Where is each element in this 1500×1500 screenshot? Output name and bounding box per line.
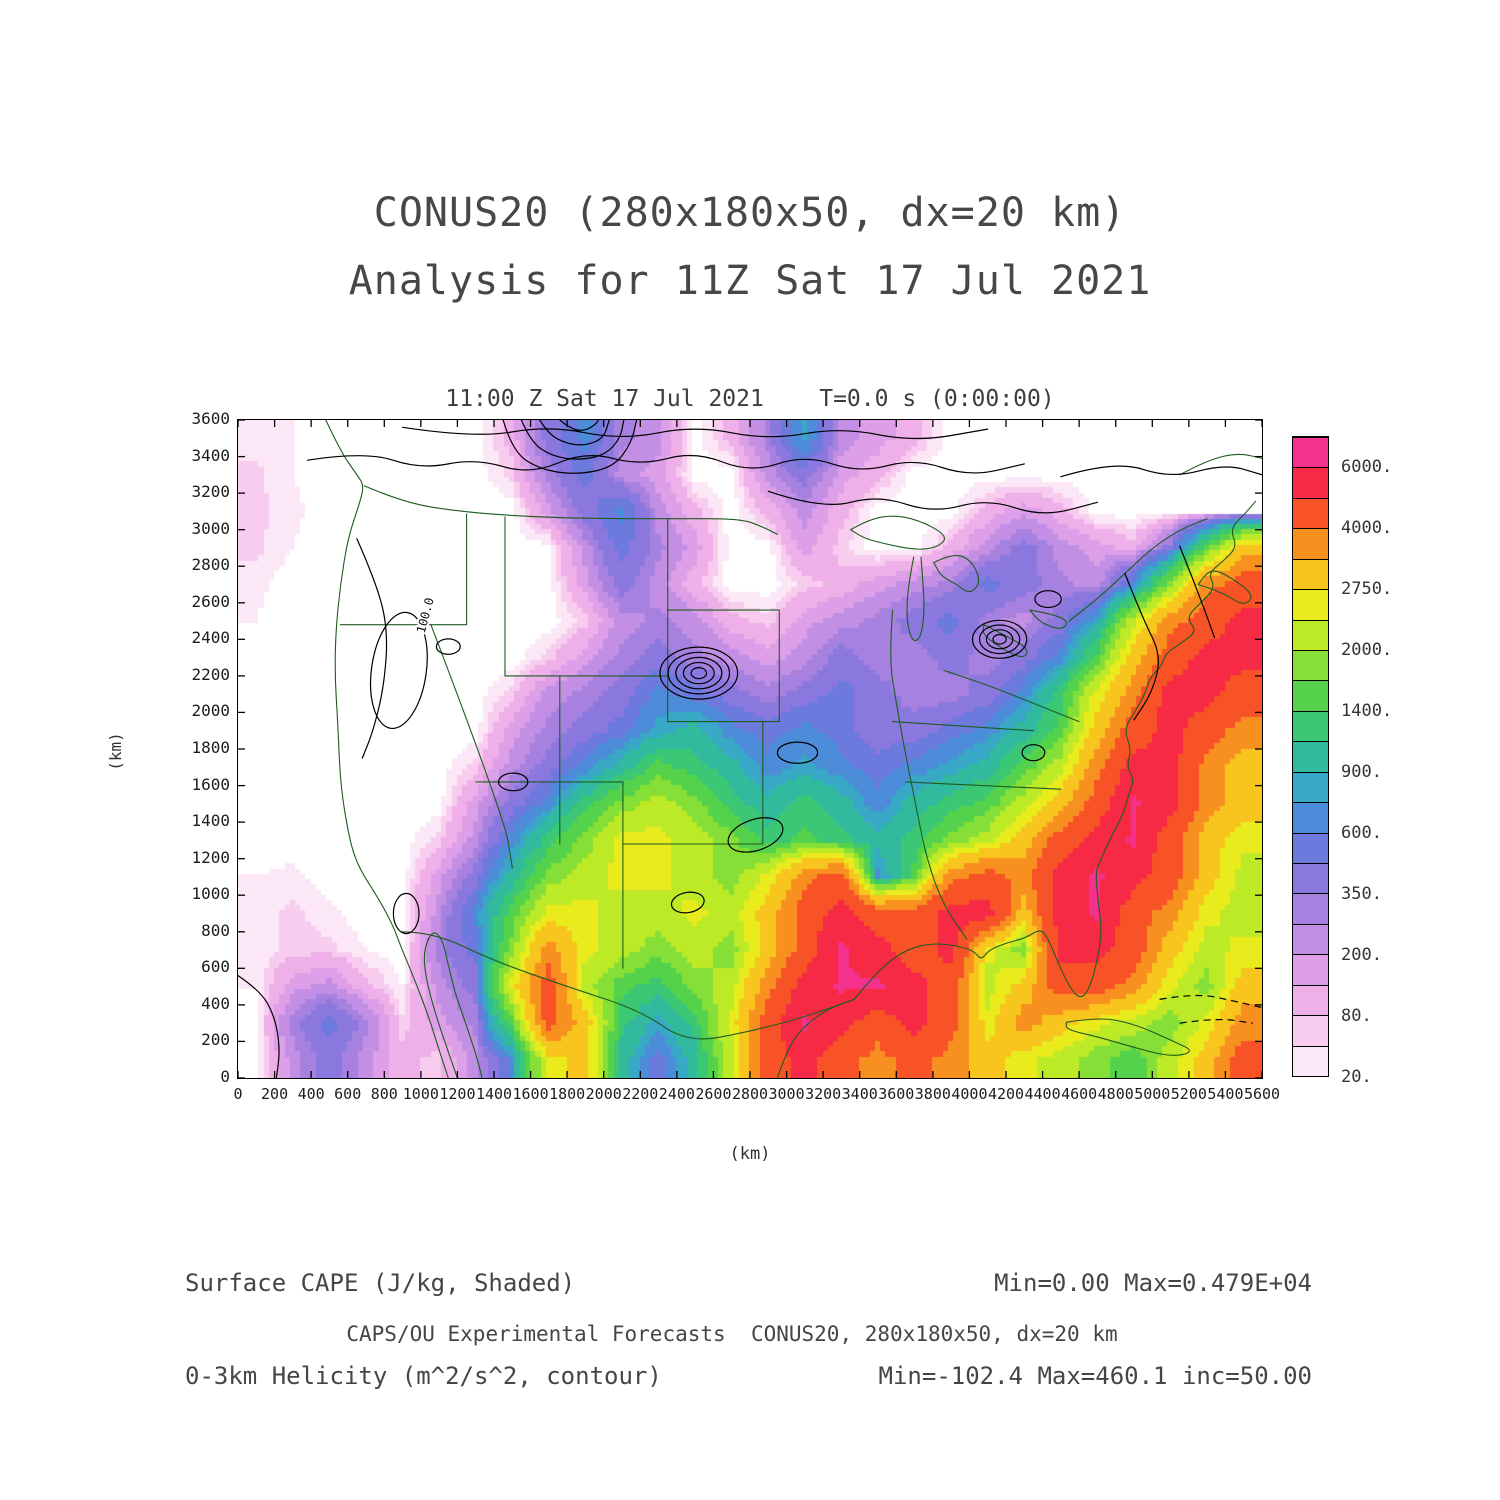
y-tick-label: 2400 bbox=[191, 628, 230, 648]
shaded-field-caption: Surface CAPE (J/kg, Shaded) bbox=[185, 1269, 576, 1297]
colorbar-tick-label: 20. bbox=[1341, 1067, 1372, 1087]
x-tick-label: 3400 bbox=[841, 1085, 878, 1103]
x-tick-label: 3600 bbox=[878, 1085, 915, 1103]
colorbar-segment bbox=[1293, 863, 1328, 894]
page-subtitle: Analysis for 11Z Sat 17 Jul 2021 bbox=[348, 258, 1152, 304]
colorbar-segment bbox=[1293, 1015, 1328, 1046]
x-tick-label: 400 bbox=[297, 1085, 325, 1103]
y-tick-label: 0 bbox=[220, 1067, 230, 1086]
y-tick-label: 2600 bbox=[191, 591, 230, 611]
y-tick-label: 200 bbox=[201, 1030, 230, 1050]
y-tick-label: 1800 bbox=[191, 738, 230, 757]
colorbar-segment bbox=[1293, 528, 1328, 559]
colorbar-tick-label: 900. bbox=[1341, 761, 1382, 782]
colorbar-segment bbox=[1293, 437, 1328, 468]
field-captions: Surface CAPE (J/kg, Shaded) 0-3km Helici… bbox=[185, 1206, 662, 1454]
x-tick-label: 5000 bbox=[1134, 1085, 1171, 1103]
colorbar-segment bbox=[1293, 619, 1328, 650]
x-tick-label: 3800 bbox=[914, 1085, 951, 1103]
x-tick-label: 3200 bbox=[805, 1085, 842, 1103]
helicity-minmax-stat: Min=-102.4 Max=460.1 inc=50.00 bbox=[878, 1362, 1312, 1390]
y-tick-label: 2800 bbox=[191, 555, 230, 575]
colorbar-segment bbox=[1293, 741, 1328, 772]
colorbar-segment bbox=[1293, 923, 1328, 955]
colorbar-segment bbox=[1293, 680, 1328, 711]
x-tick-label: 600 bbox=[334, 1085, 362, 1103]
colorbar-segment bbox=[1293, 954, 1328, 985]
y-tick-label: 400 bbox=[201, 993, 230, 1013]
x-tick-label: 2000 bbox=[585, 1085, 622, 1103]
y-tick-label: 800 bbox=[201, 920, 230, 940]
x-tick-label: 1200 bbox=[439, 1085, 476, 1103]
footer-credit: CAPS/OU Experimental Forecasts CONUS20, … bbox=[346, 1322, 1118, 1346]
x-axis-label: (km) bbox=[729, 1144, 771, 1164]
y-tick-label: 2200 bbox=[191, 664, 230, 684]
x-tick-label: 1800 bbox=[549, 1085, 586, 1103]
x-tick-label: 4000 bbox=[951, 1085, 988, 1103]
y-tick-label: 1400 bbox=[191, 811, 230, 831]
x-tick-label: 1400 bbox=[475, 1085, 513, 1103]
colorbar-segment bbox=[1293, 832, 1328, 863]
y-tick-label: 3000 bbox=[191, 518, 230, 538]
colorbar-tick-label: 80. bbox=[1341, 1005, 1372, 1026]
colorbar-segment bbox=[1293, 650, 1328, 681]
y-tick-label: 3200 bbox=[191, 482, 230, 502]
colorbar-segment bbox=[1293, 802, 1328, 833]
colorbar-segment bbox=[1293, 771, 1328, 803]
cape-shaded-field bbox=[238, 420, 1262, 1078]
y-axis-ticks: 0 200 400 600 800 1000 1200 1400 1600 1800 2000 220… bbox=[0, 0, 230, 1500]
colorbar-segment bbox=[1293, 893, 1328, 924]
x-tick-label: 1600 bbox=[512, 1085, 549, 1103]
map-plot-area: 100.0 bbox=[237, 419, 1263, 1079]
y-tick-label: 1600 bbox=[191, 774, 230, 794]
x-tick-label: 1000 bbox=[402, 1085, 439, 1103]
x-tick-label: 5200 bbox=[1170, 1085, 1207, 1103]
colorbar-labels: 6000. 4000. 2750. 2000. 1400. 900. 600. 350. 200… bbox=[1341, 0, 1421, 1500]
x-tick-label: 4800 bbox=[1097, 1085, 1134, 1103]
colorbar-tick-label: 6000. bbox=[1341, 456, 1393, 477]
colorbar-segment bbox=[1293, 1045, 1328, 1076]
map-overlay: 100.0 bbox=[238, 420, 1262, 1078]
colorbar-tick-label: 600. bbox=[1341, 822, 1382, 843]
colorbar bbox=[1292, 436, 1329, 1077]
y-tick-label: 1200 bbox=[191, 847, 230, 867]
y-tick-label: 3400 bbox=[191, 445, 230, 465]
colorbar-segment bbox=[1293, 497, 1328, 529]
colorbar-segment bbox=[1293, 589, 1328, 620]
colorbar-tick-label: 2000. bbox=[1341, 639, 1393, 660]
x-tick-label: 2600 bbox=[695, 1085, 732, 1103]
x-tick-label: 3000 bbox=[768, 1085, 805, 1103]
colorbar-segment bbox=[1293, 710, 1328, 742]
colorbar-segment bbox=[1293, 558, 1328, 590]
x-tick-label: 800 bbox=[370, 1085, 398, 1103]
colorbar-tick-label: 200. bbox=[1341, 944, 1382, 965]
x-tick-label: 2400 bbox=[658, 1085, 695, 1103]
x-tick-label: 4400 bbox=[1024, 1085, 1061, 1103]
colorbar-tick-label: 4000. bbox=[1341, 517, 1393, 538]
colorbar-tick-label: 1400. bbox=[1341, 700, 1393, 721]
x-tick-label: 4600 bbox=[1061, 1085, 1098, 1103]
x-tick-label: 2200 bbox=[622, 1085, 659, 1103]
y-tick-label: 600 bbox=[201, 957, 230, 977]
colorbar-segment bbox=[1293, 467, 1328, 498]
x-tick-label: 5600 bbox=[1243, 1085, 1281, 1103]
x-tick-label: 5400 bbox=[1207, 1085, 1244, 1103]
y-tick-label: 2000 bbox=[191, 701, 230, 721]
cape-minmax-stat: Min=0.00 Max=0.479E+04 bbox=[994, 1269, 1312, 1297]
plot-timestamp: 11:00 Z Sat 17 Jul 2021 T=0.0 s (0:00:00… bbox=[445, 386, 1055, 412]
colorbar-segment bbox=[1293, 984, 1328, 1016]
y-tick-label: 1000 bbox=[191, 884, 230, 904]
field-stats: Min=0.00 Max=0.479E+04 Min=-102.4 Max=46… bbox=[879, 1206, 1312, 1454]
colorbar-tick-label: 350. bbox=[1341, 883, 1382, 904]
colorbar-tick-label: 2750. bbox=[1341, 578, 1393, 599]
page-title: CONUS20 (280x180x50, dx=20 km) bbox=[373, 190, 1127, 236]
contour-field-caption: 0-3km Helicity (m^2/s^2, contour) bbox=[185, 1362, 662, 1390]
y-tick-label: 3600 bbox=[191, 409, 230, 428]
x-tick-label: 4200 bbox=[987, 1085, 1025, 1103]
x-tick-label: 0 bbox=[233, 1085, 243, 1103]
x-tick-label: 2800 bbox=[731, 1085, 769, 1103]
x-tick-label: 200 bbox=[261, 1085, 289, 1103]
